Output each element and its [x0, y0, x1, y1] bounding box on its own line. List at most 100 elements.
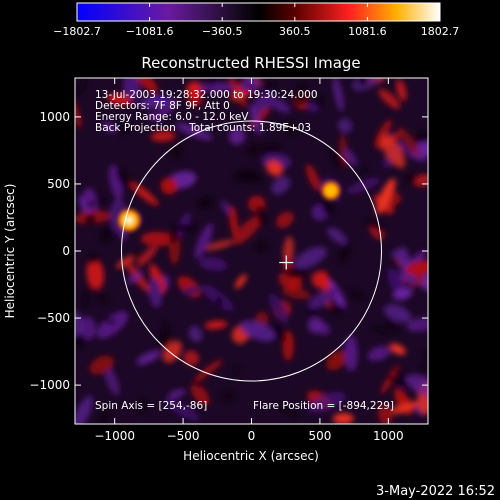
x-axis-label: Heliocentric X (arcsec)	[183, 449, 319, 463]
fringe-gap	[247, 144, 260, 156]
fringe-blob	[75, 395, 93, 424]
fringe-blob	[367, 346, 391, 362]
fringe-gap	[307, 307, 317, 318]
colorbar-tick-label: 1081.6	[348, 25, 387, 38]
fringe-blob	[392, 288, 413, 300]
fringe-blob	[327, 227, 347, 245]
y-tick-label: 500	[47, 177, 70, 191]
fringe-blob	[326, 350, 348, 371]
fringe-blob	[397, 126, 420, 157]
annotation-method-counts: Back Projection Total counts: 1.89E+03	[95, 122, 311, 134]
fringe-gap	[264, 78, 276, 90]
fringe-blob	[183, 350, 200, 366]
fringe-blob	[271, 176, 291, 195]
fringe-blob	[337, 118, 353, 134]
fringe-blob	[194, 223, 213, 259]
fringe-blob	[132, 78, 158, 94]
fringe-blob	[140, 231, 174, 247]
fringe-blob	[86, 258, 105, 290]
fringe-blob	[332, 78, 344, 112]
fringe-gap	[82, 284, 92, 309]
source-core	[324, 184, 337, 197]
fringe-blob	[332, 412, 354, 424]
fringe-blob	[282, 287, 311, 300]
fringe-blob	[390, 401, 419, 414]
fringe-blob	[123, 78, 140, 103]
fringe-gap	[286, 121, 298, 136]
fringe-gap	[98, 408, 110, 424]
fringe-blob	[205, 240, 234, 251]
y-tick-label: −1000	[29, 378, 70, 392]
fringe-blob	[268, 293, 289, 324]
fringe-blob	[160, 177, 178, 195]
fringe-gap	[116, 167, 131, 190]
fringe-gap	[176, 223, 198, 233]
fringe-blob	[148, 112, 162, 122]
colorbar-ticks: −1802.7 −1081.6 −360.5 360.5 1081.6 1802.7	[53, 3, 459, 38]
fringe-blob	[204, 320, 228, 330]
fringe-gap	[96, 291, 109, 304]
fringe-blob	[148, 277, 162, 309]
fringe-blob	[127, 271, 143, 284]
fringe-gap	[405, 172, 417, 184]
y-tick-label: 1000	[39, 110, 70, 124]
y-tick-label: 0	[62, 244, 70, 258]
fringe-gap	[197, 197, 210, 208]
fringe-blob	[75, 99, 82, 129]
fringe-gap	[231, 366, 241, 374]
fringe-blob	[405, 374, 428, 397]
fringe-blob	[234, 274, 247, 289]
fringe-gap	[115, 125, 133, 134]
fringe-blob	[228, 128, 246, 145]
fringe-blob	[307, 317, 323, 333]
fringe-blob	[308, 288, 338, 310]
fringe-blob	[175, 122, 213, 141]
fringe-blob	[106, 93, 132, 105]
fringe-gap	[215, 296, 223, 307]
annotation-detectors: Detectors: 7F 8F 9F, Att 0	[95, 100, 230, 112]
fringe-gap	[346, 289, 366, 300]
x-tick-label: 1000	[373, 429, 404, 443]
fringe-gap	[360, 168, 368, 175]
colorbar-tick-label: 1802.7	[421, 25, 460, 38]
fringe-gap	[285, 267, 309, 278]
fringe-gap	[255, 241, 267, 252]
fringe-blob	[96, 311, 129, 339]
fringe-gap	[85, 201, 97, 208]
fringe-blob	[186, 81, 203, 99]
fringe-blob	[198, 257, 228, 271]
fringe-gap	[102, 318, 118, 324]
fringe-blob	[139, 95, 170, 109]
fringe-gap	[239, 169, 264, 184]
spin-axis-label: Spin Axis = [254,-86]	[95, 400, 207, 412]
fringe-gap	[322, 200, 334, 215]
fringe-blob	[276, 211, 294, 229]
annotation-energy-range: Energy Range: 6.0 - 12.0 keV	[95, 111, 249, 123]
fringe-blob	[158, 97, 179, 117]
fringe-gap	[75, 334, 86, 348]
fringe-gap	[100, 226, 113, 243]
heatmap-image	[75, 78, 428, 424]
fringe-gap	[394, 368, 406, 382]
fringe-blob	[193, 359, 223, 382]
y-axis-label: Heliocentric Y (arcsec)	[3, 184, 17, 319]
fringe-gap	[272, 322, 287, 342]
colorbar-tick-label: −1802.7	[53, 25, 101, 38]
x-tick-label: 500	[308, 429, 331, 443]
fringe-gap	[194, 380, 205, 388]
fringe-blob	[389, 343, 406, 355]
fringe-gap	[418, 355, 428, 378]
x-tick-label: 0	[248, 429, 256, 443]
fringe-blob	[198, 82, 235, 92]
fringe-blob	[405, 260, 428, 276]
fringe-blob	[384, 304, 411, 323]
fringe-gap	[329, 304, 346, 314]
fringe-blob	[165, 398, 200, 421]
fringe-gap	[357, 78, 369, 86]
fringe-blob	[233, 215, 262, 245]
fringe-blob	[376, 178, 396, 214]
fringe-gap	[414, 131, 428, 144]
fringe-gap	[222, 390, 235, 402]
fringe-blob	[150, 130, 176, 142]
